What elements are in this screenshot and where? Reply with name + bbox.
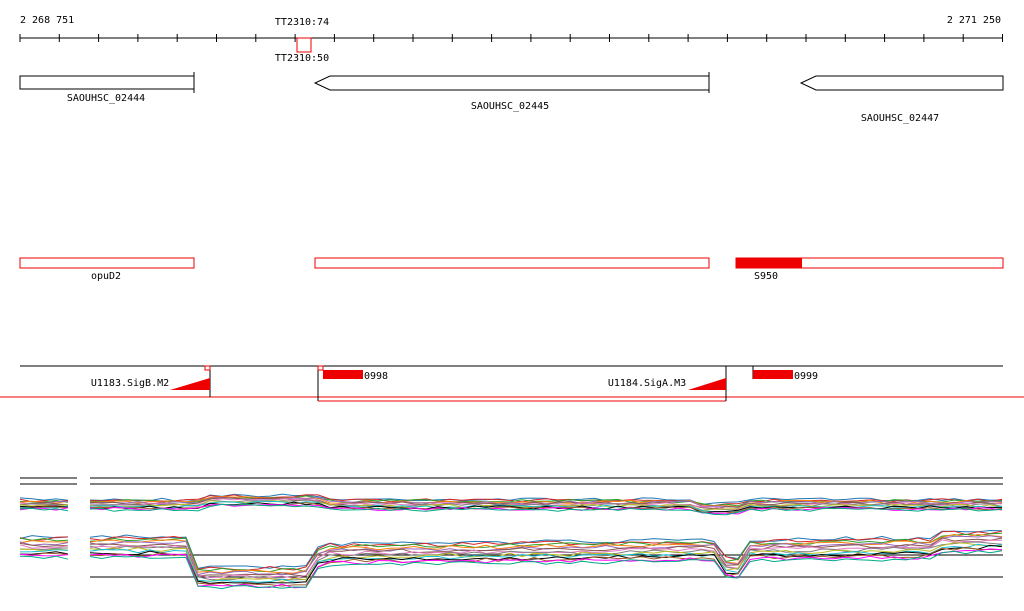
features-track: opuD2 S950 — [19, 257, 1004, 282]
trace — [19, 503, 69, 508]
trace — [89, 537, 1003, 577]
ruler-start: 2 268 751 — [20, 15, 74, 26]
marker-below-label: TT2310:50 — [275, 53, 329, 64]
ruler-end: 2 271 250 — [947, 15, 1001, 26]
trace — [89, 548, 1003, 589]
promoter-label: 0998 — [364, 371, 388, 382]
trace — [19, 537, 69, 542]
promoter-label: 0999 — [794, 371, 818, 382]
trace — [19, 541, 69, 546]
gene-label: SAOUHSC_02444 — [67, 93, 145, 104]
gene — [19, 75, 195, 90]
trace — [89, 503, 1003, 515]
trace — [89, 503, 1003, 516]
trace — [89, 539, 1003, 579]
promoter-label: U1183.SigB.M2 — [91, 378, 169, 389]
ruler: 2 268 751 2 271 250 TT2310:74 TT2310:50 — [19, 15, 1003, 64]
promoter-label: U1184.SigA.M3 — [608, 378, 686, 389]
gene — [799, 75, 1004, 91]
trace — [19, 553, 69, 557]
trace — [19, 542, 69, 548]
promoter-tick — [317, 365, 324, 371]
promoter-triangle — [170, 378, 210, 390]
trace — [89, 544, 1003, 584]
trace — [19, 544, 69, 549]
trace — [89, 550, 1003, 590]
promoter-box — [323, 370, 363, 379]
trace — [89, 500, 1003, 512]
trace — [19, 503, 69, 506]
feature-label: S950 — [754, 271, 778, 282]
trace — [89, 543, 1003, 583]
trace — [89, 533, 1003, 574]
promoter-tick — [204, 365, 211, 371]
trace — [19, 540, 69, 544]
trace — [89, 529, 1003, 569]
genes-track: SAOUHSC_02444 SAOUHSC_02445 SAOUHSC_0244… — [19, 72, 1004, 124]
trace — [19, 507, 69, 512]
promoter-triangle — [688, 378, 726, 390]
ruler-ticks — [19, 34, 1003, 42]
trace — [19, 555, 69, 560]
gene-label: SAOUHSC_02447 — [861, 113, 939, 124]
feature — [19, 257, 195, 269]
feature — [314, 257, 710, 269]
trace — [89, 546, 1003, 587]
marker-box — [296, 37, 312, 53]
promoter-box — [753, 370, 793, 379]
promoters-track: U1183.SigB.M2 0998 U1184.SigA.M3 0999 — [0, 365, 1024, 402]
marker-label: TT2310:74 — [275, 17, 329, 28]
feature-fill — [736, 258, 802, 268]
expression-traces — [19, 477, 1003, 590]
trace — [19, 549, 69, 553]
trace — [19, 497, 69, 501]
gene — [313, 75, 710, 91]
gene-label: SAOUHSC_02445 — [471, 101, 549, 112]
feature-label: opuD2 — [91, 271, 121, 282]
